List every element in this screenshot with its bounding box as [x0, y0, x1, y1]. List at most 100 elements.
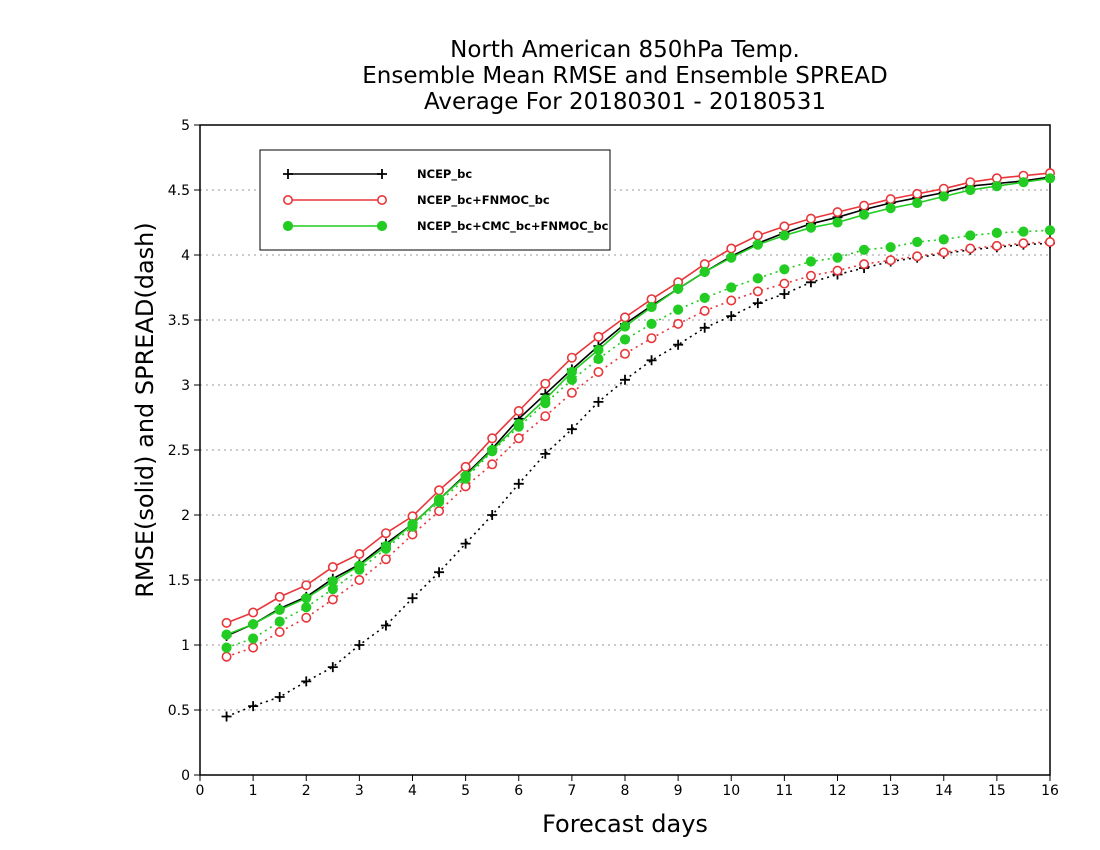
series-ncep-bc-cmc-bc-fnmoc-bc-spread-point	[1044, 225, 1056, 236]
series-ncep-bc-cmc-bc-fnmoc-bc-spread-point	[619, 334, 631, 345]
series-ncep-bc-cmc-bc-fnmoc-bc-spread-point	[885, 242, 896, 253]
y-tick-label: 2	[181, 508, 190, 524]
series-ncep-bc-cmc-bc-fnmoc-bc-rmse-point	[460, 470, 471, 482]
series-ncep-bc-fnmoc-bc-spread-point	[593, 366, 604, 377]
series-ncep-bc-spread-point	[487, 510, 498, 520]
series-ncep-bc-cmc-bc-fnmoc-bc-rmse-point	[327, 576, 338, 587]
y-tick-label: 3	[181, 378, 190, 394]
series-ncep-bc-cmc-bc-fnmoc-bc-rmse-point	[938, 191, 949, 202]
series-ncep-bc-fnmoc-bc-rmse-point	[301, 580, 312, 591]
x-axis-title: Forecast days	[542, 810, 708, 838]
series-ncep-bc-fnmoc-bc-rmse-point	[619, 312, 630, 323]
series-ncep-bc-fnmoc-bc-spread-point	[354, 574, 365, 585]
series-ncep-bc-spread-point	[726, 311, 737, 322]
series-ncep-bc-fnmoc-bc-spread-point	[1018, 238, 1029, 249]
series-ncep-bc-fnmoc-bc-spread-point	[221, 651, 232, 662]
series-ncep-bc-cmc-bc-fnmoc-bc-spread-line	[226, 229, 1051, 649]
series-ncep-bc-cmc-bc-fnmoc-bc-rmse-point	[752, 239, 763, 250]
series-ncep-bc-fnmoc-bc-spread-point	[434, 506, 445, 517]
series-ncep-bc-fnmoc-bc-rmse-point	[434, 485, 445, 496]
series-ncep-bc-cmc-bc-fnmoc-bc-rmse-point	[274, 604, 285, 616]
series-ncep-bc-fnmoc-bc-rmse-point	[779, 221, 790, 232]
series-ncep-bc-fnmoc-bc-rmse-point	[248, 607, 259, 618]
series-ncep-bc-spread-point	[460, 538, 471, 549]
series-ncep-bc-cmc-bc-fnmoc-bc-rmse-point	[433, 494, 445, 505]
series-ncep-bc-fnmoc-bc-rmse-point	[460, 461, 471, 472]
series-ncep-bc-fnmoc-bc-spread-point	[566, 387, 577, 398]
series-ncep-bc-cmc-bc-fnmoc-bc-spread-point	[673, 304, 684, 315]
series-ncep-bc-cmc-bc-fnmoc-bc-spread-point	[858, 244, 870, 255]
series-ncep-bc-fnmoc-bc-spread-point	[699, 305, 710, 316]
x-tick-label: 4	[408, 783, 417, 799]
series-ncep-bc-cmc-bc-fnmoc-bc-rmse-point	[1044, 173, 1056, 184]
series-ncep-bc-cmc-bc-fnmoc-bc-spread-point	[991, 227, 1002, 238]
series-ncep-bc-spread-point	[434, 567, 445, 578]
legend-marker	[376, 195, 387, 206]
series-ncep-bc-cmc-bc-fnmoc-bc-rmse-point	[805, 222, 817, 233]
series-ncep-bc-spread-point	[699, 322, 710, 333]
series-ncep-bc-fnmoc-bc-spread-point	[540, 411, 551, 422]
series-ncep-bc-cmc-bc-fnmoc-bc-spread-point	[301, 602, 312, 613]
series-ncep-bc-fnmoc-bc-spread-point	[487, 459, 498, 470]
x-tick-label: 3	[355, 783, 364, 799]
y-tick-label: 1	[181, 638, 190, 654]
series-ncep-bc-cmc-bc-fnmoc-bc-spread-point	[752, 273, 763, 284]
series-ncep-bc-cmc-bc-fnmoc-bc-rmse-point	[248, 619, 259, 630]
series-ncep-bc-fnmoc-bc-spread-point	[380, 554, 391, 565]
series-ncep-bc-spread-point	[248, 701, 259, 712]
series-ncep-bc-spread-point	[620, 374, 630, 385]
series-ncep-bc-fnmoc-bc-rmse-point	[885, 194, 896, 205]
series-ncep-bc-spread-point	[274, 692, 285, 702]
y-tick-label: 0	[181, 768, 190, 784]
series-ncep-bc-cmc-bc-fnmoc-bc-rmse-point	[593, 344, 604, 355]
series-ncep-bc-fnmoc-bc-rmse-point	[540, 378, 551, 389]
series-ncep-bc-spread-point	[380, 620, 391, 631]
series-ncep-bc-fnmoc-bc-rmse-point	[832, 207, 843, 218]
x-tick-label: 7	[567, 783, 576, 799]
x-tick-label: 11	[775, 783, 793, 799]
series-ncep-bc-fnmoc-bc-spread-point	[1045, 237, 1056, 248]
series-ncep-bc-cmc-bc-fnmoc-bc-rmse-point	[726, 252, 737, 263]
series-ncep-bc-fnmoc-bc-spread-point	[327, 594, 338, 605]
legend-marker	[282, 220, 294, 232]
series-ncep-bc-fnmoc-bc-spread-point	[991, 240, 1002, 251]
series-ncep-bc-fnmoc-bc-spread-point	[805, 270, 816, 281]
series-ncep-bc-cmc-bc-fnmoc-bc-rmse-point	[646, 301, 657, 313]
series-ncep-bc-cmc-bc-fnmoc-bc-rmse-point	[301, 593, 312, 604]
legend-marker	[377, 169, 387, 179]
series-ncep-bc-cmc-bc-fnmoc-bc-rmse-point	[354, 560, 365, 571]
series-ncep-bc-fnmoc-bc-spread-point	[301, 612, 312, 623]
series-ncep-bc-cmc-bc-fnmoc-bc-rmse-point	[832, 217, 843, 228]
series-ncep-bc-fnmoc-bc-rmse-point	[912, 188, 923, 199]
series-ncep-bc-cmc-bc-fnmoc-bc-spread-point	[221, 642, 232, 653]
series-ncep-bc-fnmoc-bc-spread-point	[248, 642, 259, 653]
series-ncep-bc-fnmoc-bc-spread-point	[619, 348, 630, 359]
series-ncep-bc-cmc-bc-fnmoc-bc-spread-point	[593, 353, 604, 365]
series-ncep-bc-fnmoc-bc-rmse-point	[274, 591, 285, 602]
series-ncep-bc-cmc-bc-fnmoc-bc-spread-point	[726, 282, 737, 293]
series-ncep-bc-fnmoc-bc-spread-line	[226, 241, 1051, 658]
legend-marker	[376, 220, 388, 232]
series-ncep-bc-fnmoc-bc-spread-point	[938, 247, 949, 258]
series-ncep-bc-fnmoc-bc-rmse-point	[513, 405, 524, 416]
y-tick-label: 2.5	[168, 443, 190, 459]
series-ncep-bc-fnmoc-bc-rmse-point	[327, 561, 338, 572]
x-tick-label: 10	[722, 783, 740, 799]
series-ncep-bc-cmc-bc-fnmoc-bc-rmse-point	[1018, 177, 1029, 188]
x-tick-label: 0	[196, 783, 205, 799]
series-ncep-bc-fnmoc-bc-spread-point	[832, 265, 843, 276]
x-tick-label: 8	[621, 783, 630, 799]
series-ncep-bc-cmc-bc-fnmoc-bc-rmse-point	[965, 184, 976, 196]
series-ncep-bc-fnmoc-bc-spread-point	[965, 243, 976, 254]
x-tick-label: 1	[249, 783, 258, 799]
series-ncep-bc-fnmoc-bc-spread-point	[752, 286, 763, 297]
series-ncep-bc-cmc-bc-fnmoc-bc-spread-point	[274, 616, 285, 627]
series-ncep-bc-spread-point	[593, 396, 604, 407]
series-ncep-bc-spread-point	[779, 289, 790, 299]
series-ncep-bc-fnmoc-bc-spread-point	[513, 433, 524, 444]
series-ncep-bc-cmc-bc-fnmoc-bc-rmse-point	[221, 629, 232, 640]
series-ncep-bc-fnmoc-bc-rmse-point	[805, 213, 816, 224]
series-ncep-bc-cmc-bc-fnmoc-bc-rmse-point	[566, 366, 577, 378]
